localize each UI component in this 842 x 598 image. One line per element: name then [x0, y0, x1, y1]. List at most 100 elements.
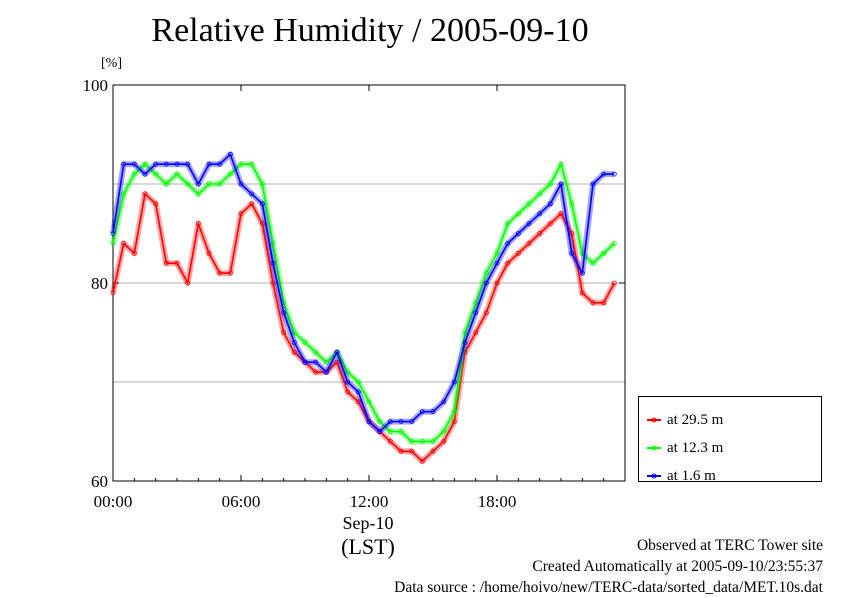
data-point [313, 369, 319, 375]
data-point [227, 151, 233, 157]
data-point [569, 231, 575, 236]
data-point [259, 181, 265, 187]
data-point [121, 161, 127, 167]
data-point [121, 191, 127, 197]
data-point [366, 419, 372, 425]
data-point [558, 181, 564, 187]
series-line [112, 193, 616, 463]
data-point [206, 181, 212, 187]
data-point [430, 448, 436, 454]
data-point [515, 231, 521, 236]
data-point [473, 330, 479, 335]
data-point [387, 419, 393, 425]
legend-label: at 12.3 m [667, 439, 724, 456]
series-line [112, 163, 615, 443]
legend-item: at 12.3 m [647, 439, 723, 457]
data-point [270, 280, 276, 286]
data-point [345, 379, 351, 385]
data-point [259, 221, 265, 227]
data-point [419, 409, 425, 415]
data-point [195, 181, 201, 187]
data-point [409, 438, 415, 444]
data-point [355, 379, 361, 385]
data-point [302, 339, 308, 345]
data-point [238, 211, 244, 217]
data-point [313, 359, 319, 365]
data-point [611, 240, 617, 246]
data-point [547, 181, 553, 187]
data-point [334, 349, 340, 355]
data-point [110, 240, 116, 246]
data-point [185, 181, 191, 187]
data-point [142, 191, 148, 197]
data-point [398, 419, 404, 425]
data-point [142, 161, 148, 167]
data-point [601, 250, 607, 256]
data-point [579, 270, 585, 276]
data-point [547, 201, 553, 207]
data-point [419, 458, 425, 464]
x-axis-caption: Sep-10 (LST) [341, 512, 395, 560]
data-point [441, 429, 447, 434]
data-point [494, 280, 500, 286]
data-point [195, 221, 201, 227]
data-point [270, 240, 276, 246]
y-tick-label: 60 [91, 472, 108, 491]
data-point [142, 171, 148, 177]
y-tick-label: 100 [83, 76, 109, 95]
data-point [163, 260, 169, 266]
data-point [611, 280, 617, 286]
data-point [590, 181, 596, 187]
data-point [270, 260, 276, 266]
legend-label: at 29.5 m [667, 411, 724, 428]
data-point [430, 409, 436, 415]
data-point [473, 300, 479, 306]
data-point [195, 191, 201, 197]
data-point [131, 250, 137, 256]
data-point [451, 419, 457, 425]
data-point [259, 201, 265, 207]
legend-swatch-icon [647, 473, 661, 479]
data-point [409, 419, 415, 425]
data-point [526, 240, 532, 246]
data-point [366, 399, 372, 405]
data-point [377, 419, 383, 425]
data-point [227, 270, 233, 276]
data-point [131, 161, 137, 167]
data-point [334, 359, 340, 365]
data-point [483, 270, 489, 276]
data-point [185, 280, 191, 286]
data-point [281, 330, 287, 335]
data-point [217, 181, 223, 187]
data-point [323, 359, 329, 365]
data-point [483, 280, 489, 286]
x-tick-label: 06:00 [222, 492, 261, 511]
data-point [419, 438, 425, 444]
data-point [281, 310, 287, 316]
legend-swatch-icon [647, 445, 661, 451]
data-point [174, 161, 180, 167]
data-point [387, 429, 393, 434]
data-point [398, 429, 404, 434]
data-point [249, 161, 255, 167]
data-point [313, 349, 319, 355]
data-point [611, 171, 617, 177]
data-point [153, 201, 159, 207]
data-point [537, 191, 543, 197]
data-point [526, 221, 532, 227]
data-point [185, 161, 191, 167]
data-point [355, 399, 361, 405]
data-point [441, 399, 447, 405]
data-point [131, 171, 137, 177]
data-point [387, 438, 393, 444]
legend-item: at 1.6 m [647, 467, 716, 485]
y-axis-unit: [%] [101, 56, 122, 71]
data-point [291, 330, 297, 335]
data-point [494, 260, 500, 266]
data-point [217, 161, 223, 167]
data-point [590, 300, 596, 306]
data-point [174, 260, 180, 266]
footer-source: Data source : /home/hoivo/new/TERC-data/… [394, 579, 823, 596]
chart-title: Relative Humidity / 2005-09-10 [151, 12, 589, 49]
